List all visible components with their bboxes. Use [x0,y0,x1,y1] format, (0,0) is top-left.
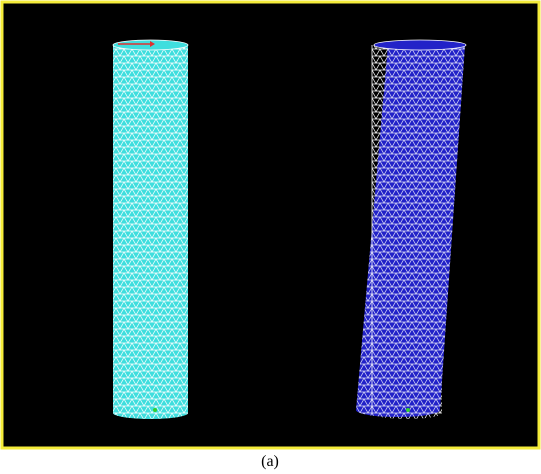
caption: (a) [261,453,279,470]
axis-origin [153,408,157,412]
deformed-top [374,40,466,50]
figure: (a) [0,0,541,474]
page: {"caption": "(a)"} (a) (() => { const da… [0,0,541,474]
axis-origin [406,408,410,412]
cylinder-mesh [113,45,188,419]
cylinder-left [113,40,188,419]
